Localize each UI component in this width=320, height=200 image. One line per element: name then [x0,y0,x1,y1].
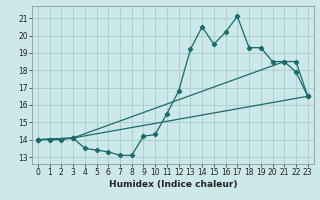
X-axis label: Humidex (Indice chaleur): Humidex (Indice chaleur) [108,180,237,189]
